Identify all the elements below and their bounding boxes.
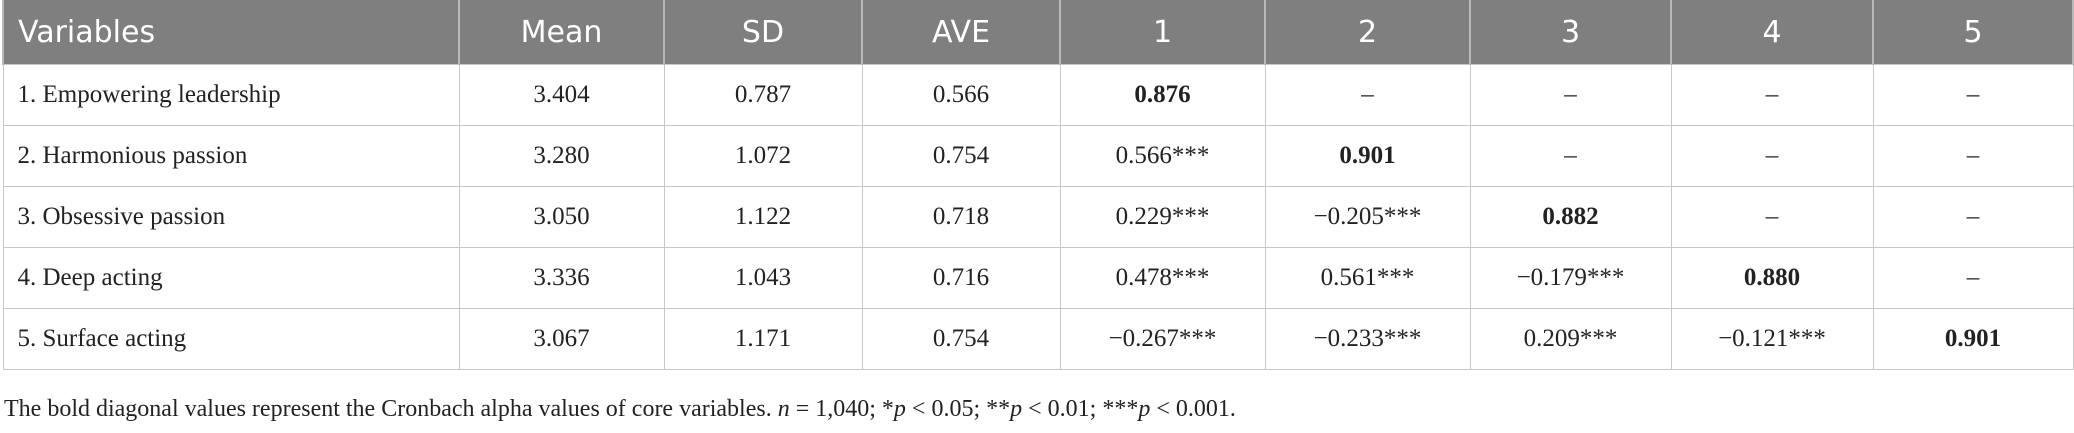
column-header: 1	[1059, 0, 1266, 65]
table-cell: –	[1264, 64, 1471, 126]
table-cell: –	[1670, 64, 1874, 126]
table-cell: 0.754	[861, 125, 1061, 187]
table-cell: 0.561***	[1264, 247, 1471, 309]
column-header: AVE	[861, 0, 1061, 65]
column-header: 4	[1670, 0, 1874, 65]
table-body: 1. Empowering leadership 3.404 0.787 0.566 0…	[2, 64, 2074, 370]
row-label: 3. Obsessive passion	[2, 186, 460, 248]
table-cell: −0.205***	[1264, 186, 1471, 248]
note-text: p	[1010, 396, 1023, 422]
table-cell: 0.718	[861, 186, 1061, 248]
correlation-table: Variables Mean SD AVE 1 2 3 4 5 1. Empowering le…	[2, 0, 2074, 370]
table-cell: –	[1469, 125, 1672, 187]
column-header: Variables	[2, 0, 460, 65]
note-text: < 0.001.	[1150, 396, 1236, 422]
table-row: 2. Harmonious passion 3.280 1.072 0.754 0.56…	[2, 125, 2074, 187]
table-cell: 3.050	[458, 186, 665, 248]
table-cell: –	[1872, 64, 2074, 126]
table-cell: 0.209***	[1469, 308, 1672, 370]
table-cell: 0.478***	[1059, 247, 1266, 309]
table-cell: 0.566***	[1059, 125, 1266, 187]
table-cell: 0.754	[861, 308, 1061, 370]
table-cell: 3.404	[458, 64, 665, 126]
table-row: 3. Obsessive passion 3.050 1.122 0.718 0.229…	[2, 186, 2074, 248]
table-cell: –	[1872, 125, 2074, 187]
table-cell: 0.566	[861, 64, 1061, 126]
table-cell: 1.122	[663, 186, 863, 248]
row-label: 2. Harmonious passion	[2, 125, 460, 187]
note-text: < 0.05; **	[905, 396, 1011, 422]
row-label: 4. Deep acting	[2, 247, 460, 309]
row-label: 1. Empowering leadership	[2, 64, 460, 126]
table-cell: 0.901	[1872, 308, 2074, 370]
row-label: 5. Surface acting	[2, 308, 460, 370]
table-cell: 0.229***	[1059, 186, 1266, 248]
note-text: p	[1138, 396, 1151, 422]
table-row: 4. Deep acting 3.336 1.043 0.716 0.478*** 0.5…	[2, 247, 2074, 309]
table-cell: 0.876	[1059, 64, 1266, 126]
table-cell: −0.179***	[1469, 247, 1672, 309]
column-header: SD	[663, 0, 863, 65]
table-cell: 1.072	[663, 125, 863, 187]
column-header: 3	[1469, 0, 1672, 65]
table-cell: −0.267***	[1059, 308, 1266, 370]
note-text: n	[777, 396, 790, 422]
column-header: 5	[1872, 0, 2074, 65]
header-row: Variables Mean SD AVE 1 2 3 4 5	[2, 0, 2074, 65]
note-text: The bold diagonal values represent the C…	[4, 396, 778, 422]
table-row: 1. Empowering leadership 3.404 0.787 0.566 0…	[2, 64, 2074, 126]
note-text: < 0.01; ***	[1022, 396, 1139, 422]
table-cell: 3.280	[458, 125, 665, 187]
table-cell: –	[1469, 64, 1672, 126]
table-cell: 1.043	[663, 247, 863, 309]
table-cell: −0.233***	[1264, 308, 1471, 370]
column-header: 2	[1264, 0, 1471, 65]
table-cell: 0.716	[861, 247, 1061, 309]
table-cell: 1.171	[663, 308, 863, 370]
note-text: p	[893, 396, 906, 422]
table-cell: 3.336	[458, 247, 665, 309]
table-cell: 0.787	[663, 64, 863, 126]
table-cell: –	[1872, 186, 2074, 248]
table-note: The bold diagonal values represent the C…	[4, 396, 1236, 423]
column-header: Mean	[458, 0, 665, 65]
table-row: 5. Surface acting 3.067 1.171 0.754 −0.267**…	[2, 308, 2074, 370]
table-cell: 3.067	[458, 308, 665, 370]
table-cell: 0.882	[1469, 186, 1672, 248]
table-cell: 0.901	[1264, 125, 1471, 187]
table-cell: 0.880	[1670, 247, 1874, 309]
table-cell: –	[1872, 247, 2074, 309]
note-text: = 1,040; *	[789, 396, 894, 422]
table-cell: −0.121***	[1670, 308, 1874, 370]
table-cell: –	[1670, 125, 1874, 187]
table-cell: –	[1670, 186, 1874, 248]
